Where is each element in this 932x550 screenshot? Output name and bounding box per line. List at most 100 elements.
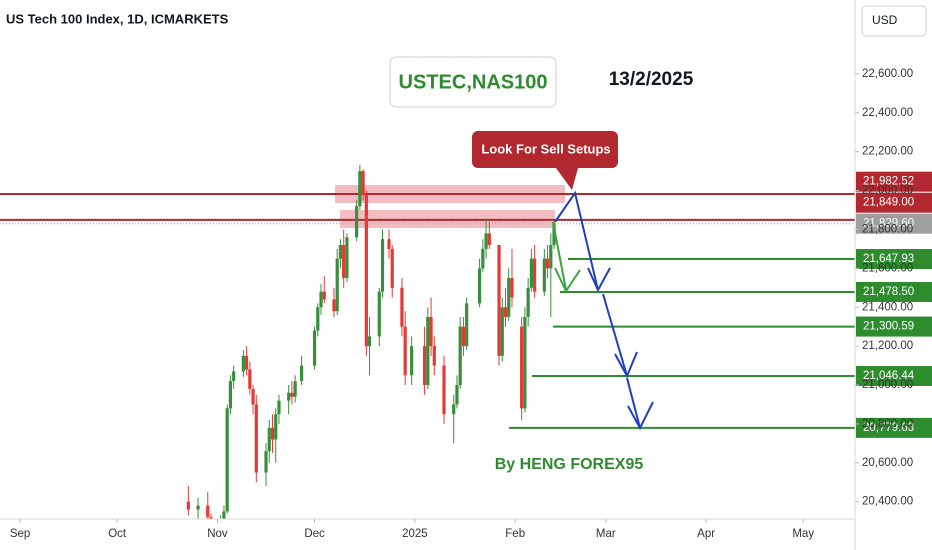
price-badge-label: 20,779.63: [863, 422, 914, 434]
candle-body: [338, 245, 343, 259]
candle-body: [290, 392, 294, 397]
callout-box: [472, 131, 618, 190]
price-badge: [856, 192, 932, 213]
y-tick-label: 21,600.00: [862, 262, 913, 274]
plot-area: [0, 164, 855, 519]
blue-arrow: [626, 377, 641, 429]
candle-body: [497, 245, 501, 356]
callout: Look For Sell Setups: [481, 141, 610, 156]
price-badge-label: 21,849.00: [863, 197, 914, 209]
green-arrow-head: [554, 267, 581, 294]
y-tick-label: 22,600.00: [862, 68, 913, 80]
candle-body: [510, 278, 514, 298]
blue-arrow: [554, 190, 599, 291]
y-tick-label: 21,800.00: [862, 223, 913, 235]
candle-body: [542, 258, 546, 292]
candle-body: [377, 291, 381, 337]
candle-body: [452, 404, 456, 415]
x-tick-label: Mar: [596, 528, 616, 540]
currency-box: [861, 5, 927, 37]
candle-body: [426, 316, 430, 386]
candle-body: [545, 258, 550, 269]
blue-arrow-head: [627, 401, 654, 431]
candle-body: [364, 194, 368, 347]
candle-body: [251, 388, 255, 405]
x-tick-label: Feb: [505, 528, 525, 540]
price-badge: [856, 365, 932, 386]
y-tick-label: 20,800.00: [862, 418, 913, 430]
candle-body: [529, 258, 533, 288]
price-badge-label: 21,046.44: [863, 370, 915, 382]
candle-body: [520, 326, 524, 409]
candle-body: [241, 355, 245, 372]
candle-body: [507, 278, 511, 317]
candle-body: [390, 248, 394, 288]
candle-body: [487, 233, 491, 246]
x-tick-label: Oct: [108, 528, 127, 540]
candle-body: [196, 505, 200, 510]
candle-body: [465, 303, 469, 347]
candle-body: [248, 369, 252, 389]
candle-body: [254, 404, 258, 473]
x-tick-label: 2025: [402, 528, 428, 540]
candle-body: [387, 239, 391, 249]
candle-body: [461, 326, 466, 347]
candle-body: [432, 346, 436, 366]
candle-body: [355, 206, 359, 238]
y-tick-label: 22,200.00: [862, 146, 913, 158]
price-badge-label: 21,647.93: [863, 253, 914, 265]
blue-arrow: [602, 293, 628, 377]
candle-body: [455, 385, 459, 405]
y-tick-label: 22,000.00: [862, 185, 913, 197]
candle-body: [410, 346, 414, 376]
candle-body: [277, 400, 281, 415]
candle-body: [358, 171, 362, 207]
candle-body: [228, 381, 233, 409]
currency: USD: [872, 13, 898, 27]
date: 13/2/2025: [609, 69, 694, 90]
price-badge: [856, 249, 932, 270]
candle-body: [332, 299, 336, 312]
candle-body: [312, 330, 317, 366]
candle-body: [478, 268, 482, 304]
candle-body: [316, 307, 320, 331]
price-badge-label: 21,478.50: [863, 286, 914, 298]
candle-body: [319, 291, 323, 308]
candle-body: [500, 307, 504, 356]
candle-body: [503, 307, 508, 317]
y-tick-label: 22,400.00: [862, 107, 913, 119]
candle-body: [442, 365, 446, 415]
candle-body: [206, 505, 210, 518]
candle-body: [222, 511, 226, 519]
candle-body: [186, 501, 190, 510]
candle-body: [400, 287, 404, 327]
candle-body: [244, 355, 249, 370]
y-tick-label: 21,000.00: [862, 379, 913, 391]
price-badges: 21,982.52 21,849.00 21,829.60 21,647.93 21,4…: [856, 171, 932, 438]
candle-body: [267, 427, 271, 452]
candle-body: [232, 371, 236, 382]
x-tick-label: Nov: [207, 528, 228, 540]
price-badge-label: 21,829.60: [863, 218, 914, 230]
price-badge: [856, 281, 932, 302]
candle-body: [403, 326, 407, 376]
candle-body: [429, 316, 433, 347]
candle-body: [361, 171, 365, 195]
candle-body: [549, 245, 553, 269]
candle-body: [293, 381, 297, 397]
x-tick-label: Dec: [304, 528, 325, 540]
price-badge: [856, 316, 932, 337]
candle-body: [287, 392, 291, 401]
candle-body: [300, 365, 304, 382]
candle-body: [270, 427, 275, 440]
y-tick-label: 20,600.00: [862, 457, 913, 469]
header-title: US Tech 100 Index, 1D, ICMARKETS: [6, 11, 229, 26]
candle-body: [484, 233, 488, 249]
candle-body: [335, 258, 339, 312]
candle-body: [367, 336, 372, 347]
symbol: USTEC,NAS100: [399, 71, 548, 93]
price-badge-label: 21,300.59: [863, 321, 914, 333]
candle-body: [322, 291, 326, 300]
candle-body: [225, 408, 229, 512]
candle-body: [481, 248, 485, 269]
